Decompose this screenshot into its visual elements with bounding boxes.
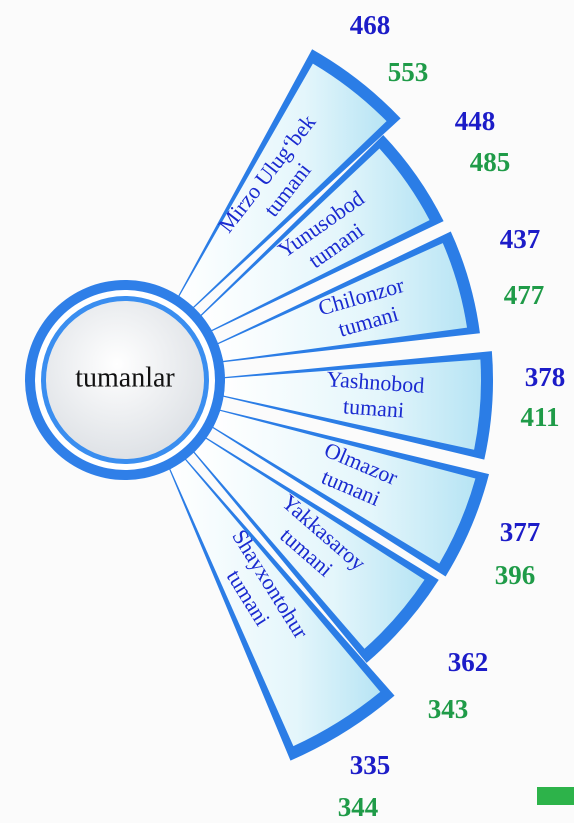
blade-face xyxy=(213,410,476,564)
value-blue: 362 xyxy=(448,647,489,677)
value-green: 485 xyxy=(470,147,511,177)
value-green: 411 xyxy=(520,402,559,432)
center-label: tumanlar xyxy=(75,362,175,393)
value-blue: 448 xyxy=(455,106,496,136)
value-green: 553 xyxy=(388,57,429,87)
blade-face xyxy=(201,148,430,330)
value-green: 477 xyxy=(504,280,545,310)
blade-face xyxy=(194,438,425,649)
blade-face xyxy=(170,459,381,747)
node-label: tumani xyxy=(342,393,405,422)
value-green: 396 xyxy=(495,560,536,590)
value-blue: 335 xyxy=(350,750,391,780)
decor-rect xyxy=(537,787,574,805)
value-green: 344 xyxy=(338,792,379,822)
value-blue: 377 xyxy=(500,517,541,547)
blade-face xyxy=(218,243,468,361)
value-blue: 378 xyxy=(525,362,566,392)
value-blue: 468 xyxy=(350,10,391,40)
value-blue: 437 xyxy=(500,224,541,254)
center-disc xyxy=(46,301,204,459)
blade-face xyxy=(223,359,481,450)
value-green: 343 xyxy=(428,694,469,724)
blade-face xyxy=(179,63,387,307)
